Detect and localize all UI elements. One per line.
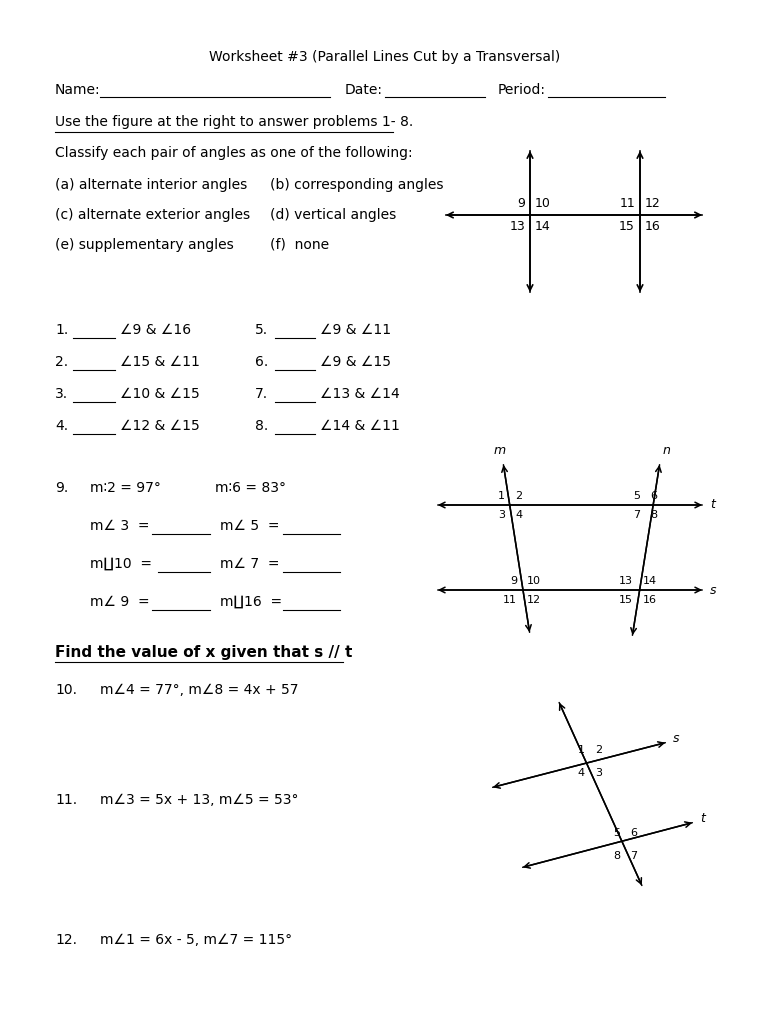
Text: (c) alternate exterior angles: (c) alternate exterior angles (55, 208, 250, 222)
Text: m∐16  =: m∐16 = (220, 595, 282, 609)
Text: 3.: 3. (55, 387, 68, 401)
Text: t: t (710, 499, 715, 512)
Text: 15: 15 (619, 220, 635, 233)
Text: ∠9 & ∠15: ∠9 & ∠15 (320, 355, 391, 369)
Text: 2: 2 (515, 490, 522, 501)
Text: 6: 6 (650, 490, 657, 501)
Text: 6.: 6. (255, 355, 268, 369)
Text: 5: 5 (633, 490, 640, 501)
Text: s: s (673, 732, 679, 745)
Text: m: m (494, 444, 506, 457)
Text: 9: 9 (517, 197, 525, 210)
Text: m∠ 9  =: m∠ 9 = (90, 595, 149, 609)
Text: 7.: 7. (255, 387, 268, 401)
Text: ∠14 & ∠11: ∠14 & ∠11 (320, 419, 400, 433)
Text: 1: 1 (578, 745, 585, 755)
Text: 14: 14 (643, 575, 657, 586)
Text: (b) corresponding angles: (b) corresponding angles (270, 178, 444, 193)
Text: 15: 15 (619, 595, 633, 605)
Text: m∐10  =: m∐10 = (90, 557, 152, 571)
Text: 10.: 10. (55, 683, 77, 697)
Text: m∶6 = 83°: m∶6 = 83° (215, 481, 286, 495)
Text: Use the figure at the right to answer problems 1- 8.: Use the figure at the right to answer pr… (55, 115, 413, 129)
Text: 4: 4 (515, 510, 522, 520)
Text: (d) vertical angles: (d) vertical angles (270, 208, 397, 222)
Text: (e) supplementary angles: (e) supplementary angles (55, 238, 234, 252)
Text: m∠ 5  =: m∠ 5 = (220, 519, 280, 534)
Text: 13: 13 (619, 575, 633, 586)
Text: 5: 5 (613, 828, 620, 838)
Text: 4.: 4. (55, 419, 68, 433)
Text: 3: 3 (498, 510, 505, 520)
Text: t: t (700, 812, 705, 825)
Text: 6: 6 (630, 828, 637, 838)
Text: Name:: Name: (55, 83, 101, 97)
Text: 12.: 12. (55, 933, 77, 947)
Text: Worksheet #3 (Parallel Lines Cut by a Transversal): Worksheet #3 (Parallel Lines Cut by a Tr… (209, 50, 561, 63)
Text: n: n (663, 444, 671, 457)
Text: 10: 10 (527, 575, 541, 586)
Text: s: s (710, 584, 717, 597)
Text: 11: 11 (619, 197, 635, 210)
Text: 13: 13 (509, 220, 525, 233)
Text: 8: 8 (613, 851, 620, 861)
Text: 11.: 11. (55, 793, 77, 807)
Text: (a) alternate interior angles: (a) alternate interior angles (55, 178, 247, 193)
Text: 10: 10 (535, 197, 551, 210)
Text: ∠9 & ∠16: ∠9 & ∠16 (120, 323, 191, 337)
Text: Date:: Date: (345, 83, 383, 97)
Text: 5.: 5. (255, 323, 268, 337)
Text: 8.: 8. (255, 419, 268, 433)
Text: Classify each pair of angles as one of the following:: Classify each pair of angles as one of t… (55, 146, 413, 160)
Text: 2.: 2. (55, 355, 68, 369)
Text: 16: 16 (643, 595, 657, 605)
Text: 2: 2 (595, 745, 602, 755)
Text: 7: 7 (633, 510, 640, 520)
Text: 14: 14 (535, 220, 551, 233)
Text: ∠9 & ∠11: ∠9 & ∠11 (320, 323, 391, 337)
Text: 8: 8 (650, 510, 657, 520)
Text: 3: 3 (595, 768, 602, 778)
Text: m∠3 = 5x + 13, m∠5 = 53°: m∠3 = 5x + 13, m∠5 = 53° (100, 793, 299, 807)
Text: ∠13 & ∠14: ∠13 & ∠14 (320, 387, 400, 401)
Text: 7: 7 (630, 851, 637, 861)
Text: 1.: 1. (55, 323, 69, 337)
Text: m∠ 7  =: m∠ 7 = (220, 557, 280, 571)
Text: Find the value of x given that s // t: Find the value of x given that s // t (55, 644, 353, 659)
Text: m∠ 3  =: m∠ 3 = (90, 519, 149, 534)
Text: 4: 4 (578, 768, 585, 778)
Text: ∠10 & ∠15: ∠10 & ∠15 (120, 387, 199, 401)
Text: 9.: 9. (55, 481, 69, 495)
Text: m∶2 = 97°: m∶2 = 97° (90, 481, 161, 495)
Text: ∠12 & ∠15: ∠12 & ∠15 (120, 419, 199, 433)
Text: Period:: Period: (498, 83, 546, 97)
Text: 12: 12 (527, 595, 541, 605)
Text: m∠1 = 6x - 5, m∠7 = 115°: m∠1 = 6x - 5, m∠7 = 115° (100, 933, 292, 947)
Text: 12: 12 (645, 197, 661, 210)
Text: 9: 9 (510, 575, 517, 586)
Text: 16: 16 (645, 220, 661, 233)
Text: 11: 11 (503, 595, 517, 605)
Text: ∠15 & ∠11: ∠15 & ∠11 (120, 355, 200, 369)
Text: (f)  none: (f) none (270, 238, 329, 252)
Text: 1: 1 (498, 490, 505, 501)
Text: m∠4 = 77°, m∠8 = 4x + 57: m∠4 = 77°, m∠8 = 4x + 57 (100, 683, 299, 697)
